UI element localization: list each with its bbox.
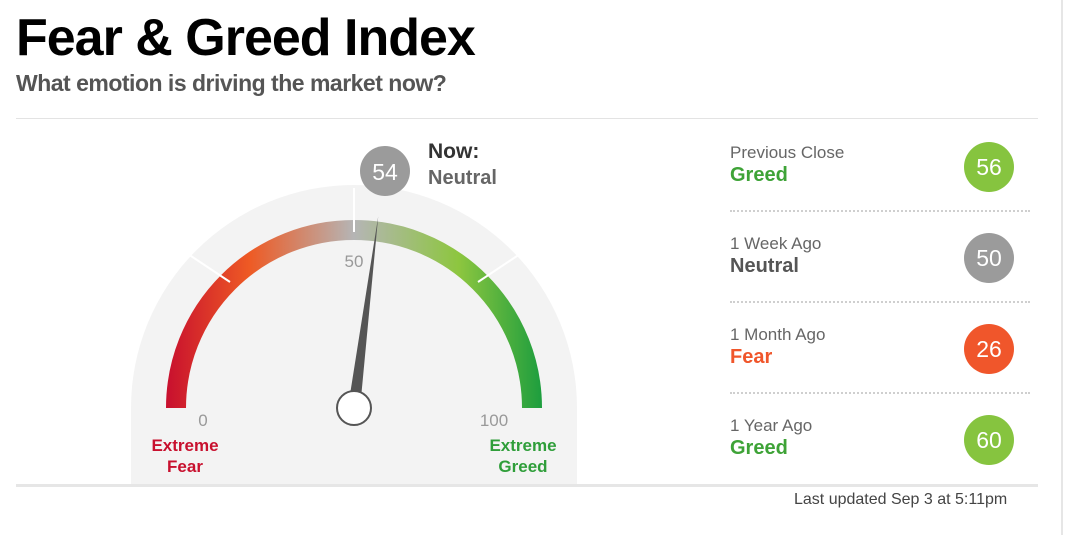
history-label: 1 Month Ago xyxy=(730,325,826,344)
history-value-circle: 26 xyxy=(964,324,1014,374)
extreme-fear-label-line2: Fear xyxy=(167,457,203,476)
history-value-circle: 50 xyxy=(964,233,1014,283)
tick-label-100: 100 xyxy=(480,411,508,430)
history-value-circle: 60 xyxy=(964,415,1014,465)
history-status: Greed xyxy=(730,437,788,459)
page-title: Fear & Greed Index xyxy=(16,9,476,67)
now-label: Now: xyxy=(428,140,480,163)
dotted-separator xyxy=(730,392,1030,394)
extreme-greed-label-line1: Extreme xyxy=(489,436,556,455)
gauge-needle-hub xyxy=(336,390,372,426)
dotted-separator xyxy=(730,210,1030,212)
history-status: Fear xyxy=(730,346,773,368)
divider xyxy=(16,118,1038,119)
extreme-fear-label-line1: Extreme xyxy=(151,436,218,455)
history-label: 1 Year Ago xyxy=(730,416,813,435)
last-updated: Last updated Sep 3 at 5:11pm xyxy=(794,491,1008,508)
history-label: 1 Week Ago xyxy=(730,234,822,253)
history-status: Neutral xyxy=(730,255,799,277)
tick-label-0: 0 xyxy=(198,411,207,430)
history-status: Greed xyxy=(730,164,788,186)
history-row-1-year-ago: 1 Year Ago Greed 60 xyxy=(730,403,1030,493)
history-row-1-month-ago: 1 Month Ago Fear 26 xyxy=(730,312,1030,402)
history-label: Previous Close xyxy=(730,143,845,162)
tick-label-50: 50 xyxy=(345,252,364,271)
gauge-needle xyxy=(348,216,379,409)
dotted-separator xyxy=(730,301,1030,303)
fear-greed-gauge: 50 0 100 Extreme Fear Extreme Greed 54 xyxy=(131,146,577,484)
history-value-circle: 56 xyxy=(964,142,1014,192)
divider xyxy=(16,484,1038,487)
page-subtitle: What emotion is driving the market now? xyxy=(16,70,447,96)
current-value: 54 xyxy=(372,159,398,185)
right-border xyxy=(1061,0,1063,535)
current-value-circle xyxy=(360,146,410,196)
history-row-1-week-ago: 1 Week Ago Neutral 50 xyxy=(730,221,1030,311)
gauge-dividers xyxy=(184,188,524,283)
extreme-greed-label-line2: Greed xyxy=(498,457,547,476)
history-row-previous-close: Previous Close Greed 56 xyxy=(730,130,1030,220)
now-status: Neutral xyxy=(428,167,497,189)
